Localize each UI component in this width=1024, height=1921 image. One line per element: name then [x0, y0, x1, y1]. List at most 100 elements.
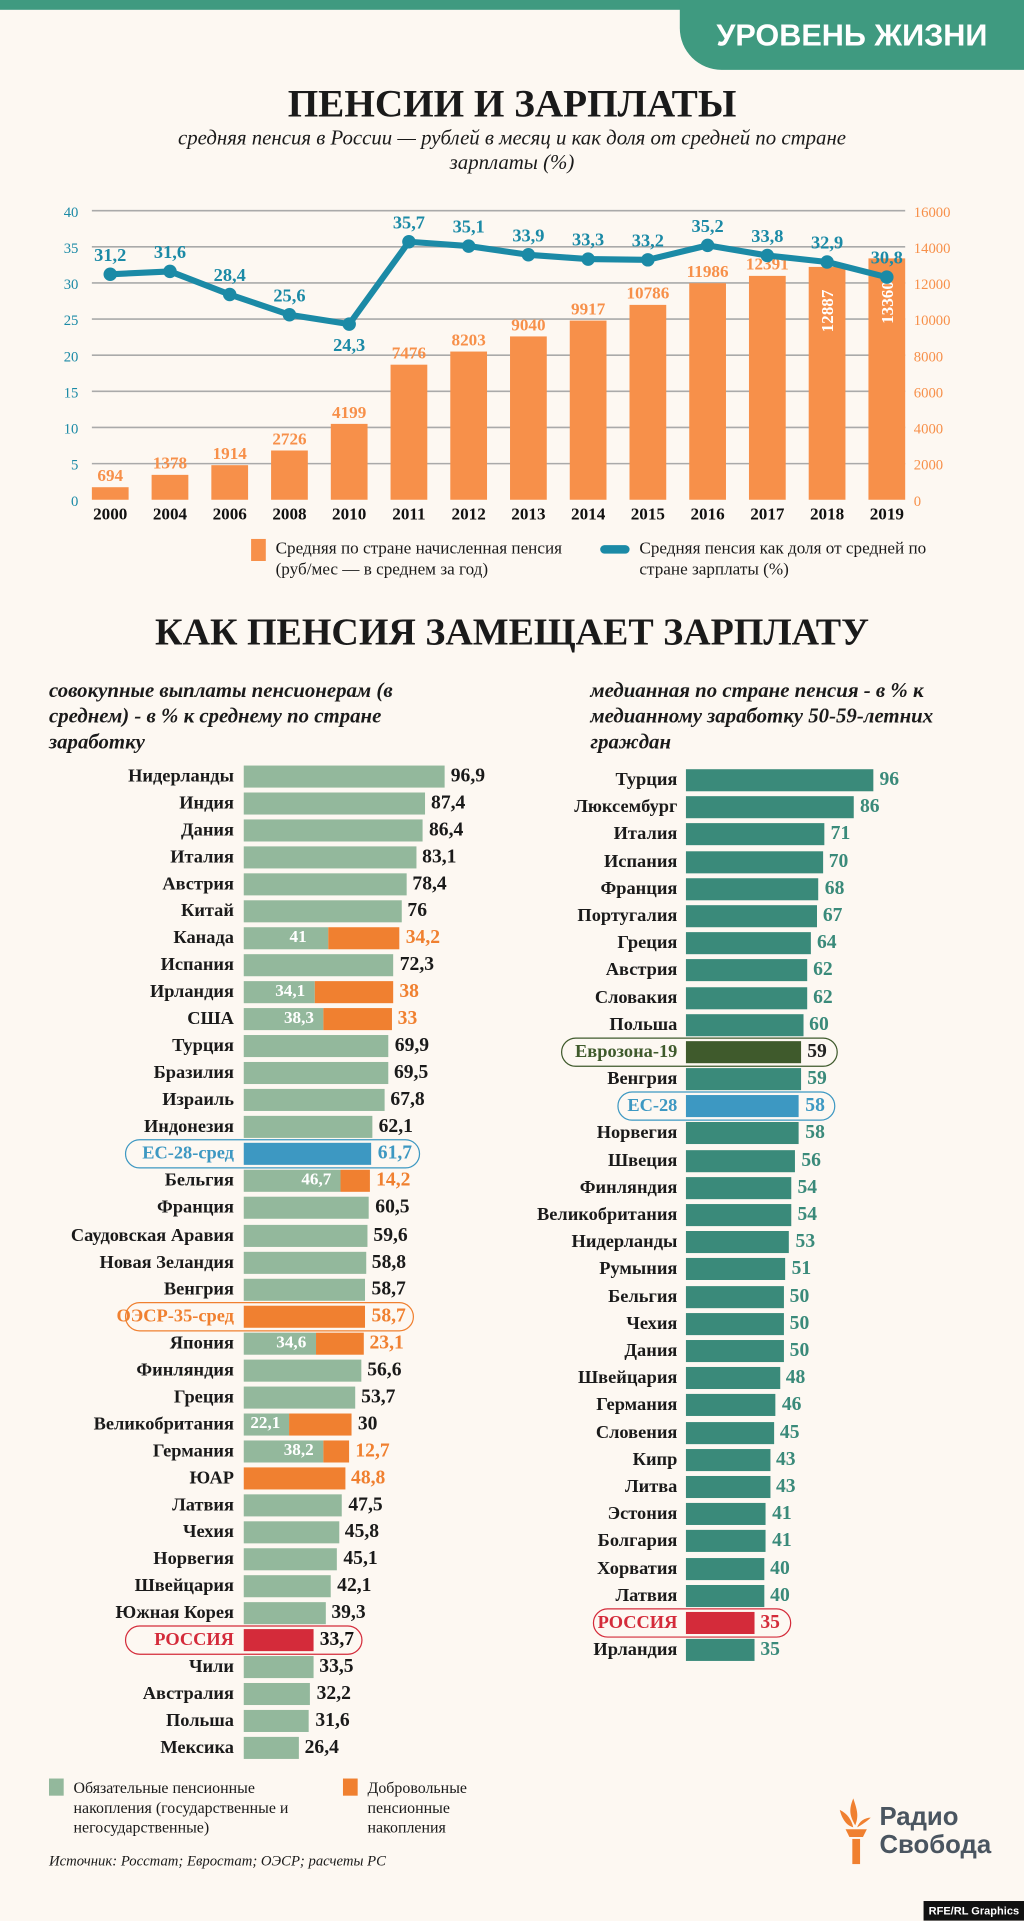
row-label: ЮАР [189, 1468, 234, 1488]
credit: RFE/RL Graphics [923, 1901, 1024, 1921]
row-value: 53 [795, 1231, 816, 1253]
row-value: 58,7 [371, 1305, 406, 1327]
row-label: Латвия [172, 1495, 234, 1515]
right-bar-row: Литва 43 [0, 1475, 1024, 1498]
row-value: 50 [789, 1312, 810, 1334]
share-point [222, 287, 237, 302]
source-note: Источник: Росстат; Евростат; ОЭСР; расче… [48, 1852, 386, 1870]
row-label: Новая Зеландия [99, 1252, 234, 1273]
mandatory-bar [243, 1332, 316, 1355]
row-label: Бразилия [153, 1063, 234, 1084]
row-label: Норвегия [596, 1123, 678, 1144]
row-value: 45,8 [344, 1521, 380, 1542]
highlight-outline [592, 1608, 792, 1638]
left-bar-row: Испания 72,3 [0, 954, 1024, 977]
y-right-tick: 14000 [914, 241, 951, 257]
bar-value-label: 4199 [332, 403, 366, 422]
legend-mandatory: Обязательные пенсионные накопления (госу… [48, 1778, 318, 1838]
pension-bar [748, 275, 786, 500]
legend-swatch-line [600, 545, 630, 554]
row-value: 61,7 [377, 1143, 413, 1165]
mandatory-bar [243, 927, 329, 950]
row-value: 30 [357, 1413, 378, 1434]
x-tick-label: 2000 [93, 504, 127, 523]
x-tick-label: 2018 [810, 504, 844, 523]
right-bar-row: Кипр 43 [0, 1448, 1024, 1471]
x-tick-label: 2008 [272, 504, 306, 523]
legend-line: Средняя пенсия как доля от средней по ст… [600, 539, 931, 581]
row-value: 34,2 [405, 927, 441, 949]
row-label: Франция [157, 1198, 234, 1219]
y-right-tick: 4000 [914, 422, 943, 438]
pension-bar [91, 487, 129, 500]
row-label: Чехия [626, 1314, 678, 1334]
mandatory-bar [243, 1521, 339, 1544]
row-label: Португалия [577, 906, 678, 926]
right-bar-row: Нидерланды 53 [0, 1231, 1024, 1254]
y-right-tick: 2000 [914, 458, 943, 474]
row-value: 59 [807, 1041, 827, 1062]
row-value: 58,7 [371, 1278, 406, 1300]
right-bar-row: Румыния 51 [0, 1258, 1024, 1281]
median-pension-bar [685, 1122, 800, 1145]
right-bar-row: РОССИЯ 35 [0, 1608, 1024, 1638]
row-value: 40 [770, 1557, 790, 1579]
y-right-tick: 6000 [914, 385, 943, 401]
pension-bar [629, 304, 667, 500]
right-bar-row: Дания 50 [0, 1339, 1024, 1363]
median-pension-bar [685, 1258, 786, 1281]
highlight-bar [243, 1143, 372, 1166]
row-label: Индонезия [143, 1117, 234, 1138]
row-label: Ирландия [149, 982, 234, 1003]
left-bar-row: Греция 53,7 [0, 1386, 1024, 1409]
row-label: Турция [615, 770, 678, 791]
row-label: Финляндия [579, 1178, 678, 1198]
row-value: 23,1 [369, 1332, 404, 1354]
mandatory-value-label: 38,2 [283, 1441, 314, 1460]
radio-svoboda-logo: Радио Свобода [838, 1796, 991, 1867]
legend-swatch-orange [251, 538, 266, 561]
row-value: 47,5 [348, 1494, 383, 1515]
share-value-label: 33,8 [751, 226, 783, 246]
median-pension-bar [685, 850, 823, 873]
bar-value-label: 12887 [818, 289, 837, 332]
voluntary-bar [243, 1467, 345, 1490]
row-label: ЕС-28-сред [142, 1144, 234, 1165]
share-point [282, 308, 297, 322]
mandatory-bar [243, 1548, 338, 1571]
row-value: 51 [791, 1258, 812, 1280]
voluntary-bar [340, 1170, 370, 1193]
y-left-tick: 35 [64, 241, 79, 257]
legend-voluntary: Добровольные пенсионные накопления [342, 1778, 490, 1838]
mandatory-bar [243, 1224, 368, 1247]
row-value: 60 [809, 1013, 829, 1035]
right-heading: медианная по стране пенсия - в % к медиа… [590, 678, 934, 754]
median-pension-bar [685, 986, 807, 1009]
voluntary-bar [314, 981, 394, 1004]
right-bar-row: Венгрия 59 [0, 1068, 1024, 1091]
x-tick-label: 2004 [153, 504, 188, 523]
share-point [402, 235, 416, 249]
share-point [342, 317, 356, 331]
left-bar-row: Бразилия 69,5 [0, 1062, 1024, 1085]
share-point [163, 264, 177, 279]
right-bar-row: Швейцария 48 [0, 1367, 1024, 1390]
right-bar-row: Латвия 40 [0, 1584, 1024, 1607]
torch-icon [839, 1798, 871, 1865]
left-bar-row: Австрия 78,4 [0, 873, 1024, 896]
row-value: 32,2 [316, 1683, 351, 1704]
median-pension-bar [685, 1421, 774, 1444]
right-bar-row: Германия 46 [0, 1394, 1024, 1417]
median-pension-bar [685, 1530, 766, 1553]
legend-swatch-green [48, 1778, 64, 1796]
pension-bar [211, 465, 249, 500]
mandatory-bar [243, 1170, 341, 1193]
median-pension-bar [685, 1475, 770, 1498]
bar-value-label: 1378 [153, 454, 187, 473]
mandatory-bar [243, 1359, 362, 1382]
share-value-label: 35,2 [692, 216, 724, 236]
x-tick-label: 2010 [332, 504, 366, 523]
left-bar-row: Китай 76 [0, 900, 1024, 923]
row-value: 40 [770, 1584, 790, 1606]
voluntary-bar [289, 1413, 352, 1436]
